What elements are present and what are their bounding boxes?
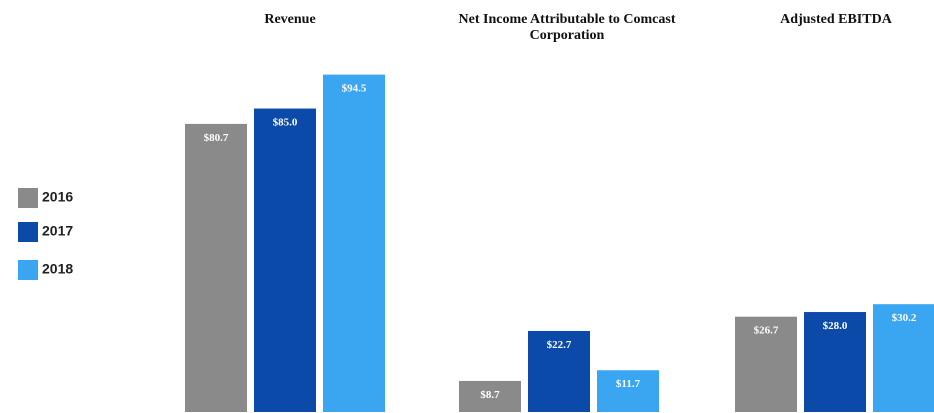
legend-label: 2016: [42, 189, 73, 205]
bar: [804, 312, 866, 412]
legend-label: 2018: [42, 261, 73, 277]
panel-title: Revenue: [264, 12, 316, 27]
legend-swatch: [18, 222, 38, 242]
bar: [459, 380, 521, 412]
value-label: $8.7: [480, 389, 500, 401]
bar: [185, 123, 247, 412]
value-label: $22.7: [547, 339, 572, 351]
legend-label: 2017: [42, 223, 73, 239]
panel-title: Adjusted EBITDA: [780, 12, 892, 27]
bar: [597, 370, 659, 412]
value-label: $80.7: [204, 132, 229, 144]
bar: [873, 304, 934, 412]
legend-swatch: [18, 260, 38, 280]
bar: [735, 316, 797, 412]
value-label: $85.0: [273, 117, 298, 129]
panel-title: Net Income Attributable to Comcast Corpo…: [458, 12, 676, 43]
value-label: $28.0: [823, 320, 848, 332]
bar: [323, 74, 385, 412]
value-label: $30.2: [892, 312, 917, 324]
value-label: $94.5: [342, 83, 367, 95]
legend-swatch: [18, 188, 38, 208]
value-label: $11.7: [616, 378, 641, 390]
bar: [254, 108, 316, 413]
bar: [528, 330, 590, 412]
value-label: $26.7: [754, 325, 779, 337]
